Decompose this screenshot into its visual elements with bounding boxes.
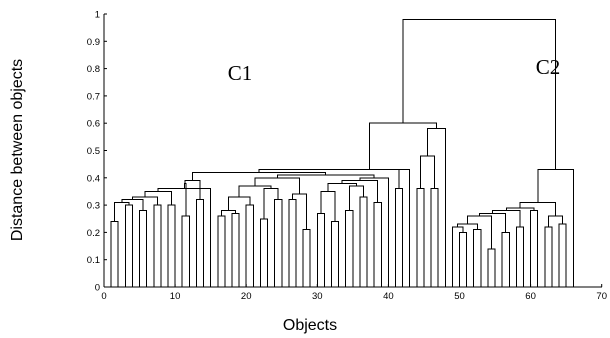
dendrogram-link: [402, 18, 557, 170]
dendrogram-link: [416, 188, 425, 287]
y-tick-label: 0.7: [87, 91, 100, 102]
y-tick-label: 0.9: [87, 37, 100, 48]
dendrogram-link: [110, 220, 119, 287]
dendrogram-link: [316, 212, 325, 287]
cluster-label-c2: C2: [536, 55, 561, 79]
dendrogram-link: [139, 210, 148, 287]
y-tick-label: 1: [95, 10, 100, 21]
x-tick-label: 70: [596, 291, 607, 302]
dendrogram-link: [259, 218, 269, 287]
dendrogram-link: [238, 185, 272, 197]
y-ticks: 0 0.1 0.2 0.3 0.4 0.5 0.6 0.7 0.8 0.9 1: [87, 10, 107, 294]
dendrogram-link: [473, 229, 482, 287]
x-tick-label: 10: [170, 291, 181, 302]
y-tick-label: 0.6: [87, 119, 100, 130]
dendrogram-link: [331, 220, 340, 287]
dendrogram-link: [153, 204, 162, 287]
dendrogram-link: [302, 229, 311, 287]
dendrogram-link: [124, 204, 133, 287]
dendrogram-link: [288, 199, 297, 287]
y-tick-label: 0.3: [87, 201, 100, 212]
dendrogram-link: [245, 204, 254, 287]
dendrogram-link: [144, 190, 173, 206]
dendrogram-link: [192, 171, 327, 181]
dendrogram-link: [537, 169, 574, 287]
y-tick-label: 0.4: [87, 173, 100, 184]
y-tick-label: 0.1: [87, 255, 100, 266]
x-axis-title: Objects: [283, 317, 337, 334]
dendrogram-link: [419, 155, 436, 189]
dendrogram-link: [451, 226, 464, 287]
dendrogram-link: [258, 169, 400, 189]
dendrogram-link: [184, 180, 201, 200]
x-tick-label: 50: [454, 291, 465, 302]
y-tick-label: 0.8: [87, 64, 100, 75]
dendrogram-link: [263, 188, 279, 219]
y-tick-label: 0.2: [87, 228, 100, 239]
dendrogram-link: [181, 215, 190, 287]
x-tick-label: 40: [383, 291, 394, 302]
dendrogram-link: [348, 185, 365, 211]
dendrogram-link: [459, 231, 468, 287]
dendrogram-link: [487, 248, 496, 287]
x-tick-label: 30: [312, 291, 323, 302]
dendrogram-links: [110, 18, 574, 287]
dendrogram-link: [274, 199, 283, 287]
x-tick-label: 20: [241, 291, 252, 302]
dendrogram-link: [373, 201, 382, 287]
x-tick-label: 60: [525, 291, 536, 302]
dendrogram-link: [530, 210, 539, 287]
y-tick-label: 0.5: [87, 146, 100, 157]
dendrogram-link: [131, 196, 158, 206]
x-ticks: 0 10 20 30 40 50 60 70: [101, 284, 607, 302]
dendrogram-link: [157, 188, 212, 287]
y-axis-title: Distance between objects: [9, 59, 26, 241]
dendrogram-link: [217, 215, 226, 287]
dendrogram-link: [329, 169, 411, 287]
dendrogram-link: [183, 182, 187, 217]
dendrogram-link: [368, 122, 437, 170]
cluster-label-c1: C1: [228, 61, 253, 85]
dendrogram-link: [359, 196, 368, 287]
x-tick-label: 0: [101, 291, 106, 302]
dendrogram-link: [501, 231, 510, 287]
dendrogram-link: [430, 188, 439, 287]
dendrogram-link: [547, 215, 564, 227]
dendrogram-link: [466, 215, 492, 249]
dendrogram-link: [427, 128, 446, 287]
dendrogram-link: [195, 199, 205, 287]
dendrogram-link: [515, 226, 524, 287]
dendrogram-link: [395, 188, 404, 287]
dendrogram-link: [558, 223, 567, 287]
dendrogram-link: [544, 226, 553, 287]
dendrogram-link: [231, 212, 240, 287]
dendrogram-link: [327, 182, 357, 192]
dendrogram-link: [167, 204, 176, 287]
y-tick-label: 0: [95, 283, 100, 294]
dendrogram-link: [320, 190, 336, 222]
dendrogram-link: [345, 210, 354, 287]
